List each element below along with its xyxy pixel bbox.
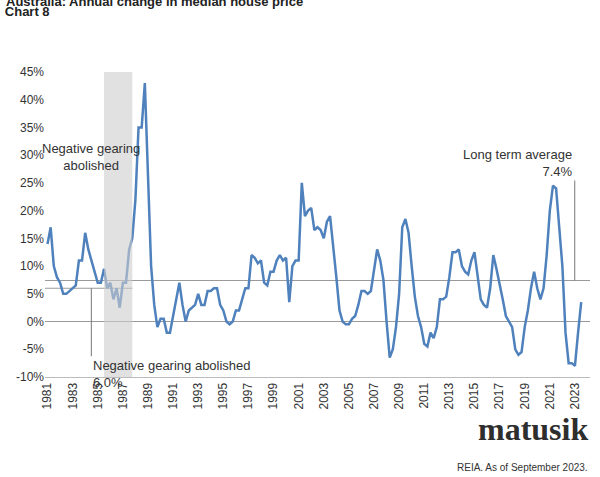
svg-text:2011: 2011	[417, 382, 431, 408]
svg-text:10%: 10%	[20, 259, 44, 273]
svg-text:2017: 2017	[492, 382, 506, 409]
svg-text:REIA. As of September 2023.: REIA. As of September 2023.	[457, 462, 588, 473]
svg-text:2003: 2003	[317, 382, 331, 409]
svg-text:35%: 35%	[20, 121, 44, 135]
svg-text:-10%: -10%	[16, 370, 44, 384]
svg-text:1989: 1989	[141, 382, 155, 409]
svg-text:1981: 1981	[40, 382, 54, 409]
svg-text:1985: 1985	[91, 382, 105, 409]
svg-text:2023: 2023	[568, 382, 582, 409]
svg-text:2015: 2015	[467, 382, 481, 409]
svg-text:2005: 2005	[342, 382, 356, 409]
svg-text:2013: 2013	[442, 382, 456, 409]
svg-text:1991: 1991	[166, 382, 180, 409]
svg-text:20%: 20%	[20, 204, 44, 218]
svg-text:Long term average7.4%: Long term average7.4%	[463, 147, 573, 179]
svg-text:Australia: Annual change in me: Australia: Annual change in median house…	[6, 0, 303, 9]
svg-text:2007: 2007	[367, 382, 381, 409]
svg-text:1999: 1999	[266, 382, 280, 409]
svg-text:15%: 15%	[20, 232, 44, 246]
svg-text:Chart 8: Chart 8	[5, 4, 50, 19]
svg-text:-5%: -5%	[23, 342, 45, 356]
svg-text:Negative gearingabolished: Negative gearingabolished	[42, 141, 140, 173]
svg-text:2021: 2021	[543, 382, 557, 409]
svg-text:1987: 1987	[116, 382, 130, 409]
svg-text:45%: 45%	[20, 65, 44, 79]
svg-text:1983: 1983	[66, 382, 80, 409]
svg-text:matusik: matusik	[478, 411, 588, 447]
svg-text:Negative gearing abolished6.0%: Negative gearing abolished6.0%	[93, 358, 251, 390]
svg-text:1995: 1995	[216, 382, 230, 409]
svg-text:5%: 5%	[27, 287, 45, 301]
svg-text:1997: 1997	[241, 382, 255, 409]
svg-text:25%: 25%	[20, 176, 44, 190]
svg-text:0%: 0%	[27, 315, 45, 329]
svg-text:1993: 1993	[191, 382, 205, 409]
svg-text:2009: 2009	[392, 382, 406, 409]
svg-text:2019: 2019	[518, 382, 532, 409]
svg-text:30%: 30%	[20, 148, 44, 162]
svg-text:2001: 2001	[292, 382, 306, 409]
svg-text:40%: 40%	[20, 93, 44, 107]
